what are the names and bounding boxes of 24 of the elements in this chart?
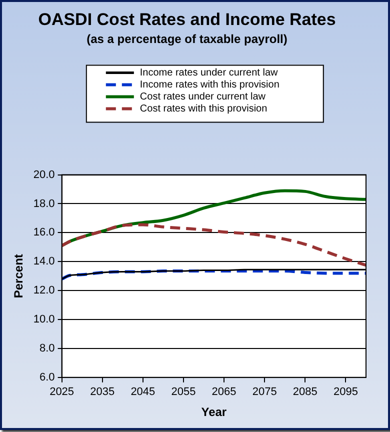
chart-subtitle: (as a percentage of taxable payroll): [86, 32, 288, 46]
y-tick-label: 20.0: [33, 168, 55, 181]
legend-label: Cost rates with this provision: [140, 104, 268, 115]
y-tick-label: 16.0: [33, 226, 55, 239]
y-tick-label: 12.0: [33, 284, 55, 297]
y-tick-label: 18.0: [33, 198, 55, 210]
x-tick-label: 2055: [171, 386, 196, 398]
x-tick-label: 2045: [130, 386, 156, 398]
x-tick-label: 2095: [333, 386, 358, 398]
x-tick-label: 2025: [50, 386, 74, 398]
x-tick-label: 2085: [292, 386, 318, 398]
x-axis-title: Year: [201, 405, 227, 420]
x-tick-label: 2065: [212, 386, 236, 398]
x-tick-label: 2035: [90, 386, 115, 398]
legend-label: Cost rates under current law: [140, 92, 266, 103]
legend-label: Income rates with this provision: [140, 80, 280, 91]
y-tick-label: 10.0: [33, 314, 55, 326]
y-tick-label: 6.0: [40, 371, 55, 384]
y-axis-title: Percent: [12, 254, 26, 298]
x-tick-label: 2075: [252, 386, 277, 398]
legend-label: Income rates under current law: [140, 68, 279, 79]
y-tick-label: 8.0: [40, 342, 55, 354]
y-tick-label: 14.0: [33, 256, 55, 268]
chart-title: OASDI Cost Rates and Income Rates: [38, 10, 336, 29]
